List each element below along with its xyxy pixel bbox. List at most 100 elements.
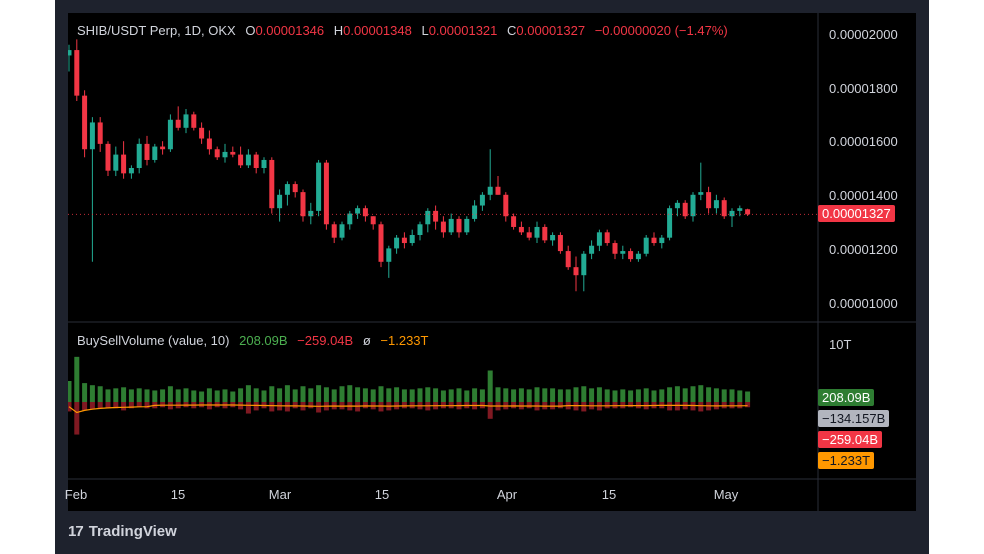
time-axis-label: 15 <box>374 487 390 502</box>
volume-buy-bar <box>581 386 587 402</box>
volume-sell-bar <box>308 402 314 409</box>
volume-buy-bar <box>706 387 712 402</box>
volume-buy-bar <box>74 356 80 402</box>
volume-sell-bar <box>362 402 368 409</box>
volume-buy-bar <box>495 387 501 402</box>
candle-body <box>121 154 127 174</box>
volume-sell-bar <box>121 402 127 411</box>
candle-body <box>222 151 228 158</box>
volume-sell-bar <box>89 402 95 410</box>
volume-sell-bar <box>729 402 735 409</box>
volume-buy-bar <box>277 388 283 402</box>
volume-buy-bar <box>511 389 517 402</box>
candle-body <box>97 122 103 144</box>
candle-body <box>542 226 548 241</box>
volume-buy-bar <box>729 389 735 402</box>
volume-buy-bar <box>604 389 610 402</box>
volume-buy-bar <box>160 389 166 402</box>
volume-buy-bar <box>550 388 556 402</box>
candle-body <box>277 194 283 209</box>
volume-sell-bar <box>745 402 751 408</box>
candle-body <box>214 149 220 158</box>
symbol-label[interactable]: SHIB/USDT Perp, 1D, OKX <box>77 23 236 38</box>
candle-body <box>604 232 610 244</box>
volume-buy-bar <box>245 385 251 402</box>
time-axis-label: Apr <box>496 487 518 502</box>
candle-body <box>518 226 524 233</box>
volume-buy-bar <box>643 388 649 402</box>
volume-buy-bar <box>323 387 329 402</box>
chart-area[interactable]: SHIB/USDT Perp, 1D, OKX O0.00001346 H0.0… <box>65 13 916 511</box>
volume-buy-bar <box>589 388 595 402</box>
time-axis-label: 15 <box>170 487 186 502</box>
volume-buy-bar <box>394 387 400 402</box>
volume-buy-bar <box>690 386 696 402</box>
volume-buy-bar <box>698 385 704 402</box>
volume-sell-bar <box>355 402 361 412</box>
candle-body <box>596 232 602 246</box>
volume-sell-bar <box>401 402 407 409</box>
open-value: 0.00001346 <box>255 23 325 38</box>
candle-body <box>425 210 431 225</box>
candle-body <box>175 119 181 128</box>
candle-body <box>643 237 649 254</box>
candle-body <box>503 194 509 217</box>
candle-body <box>355 208 361 214</box>
volume-buy-bar <box>721 389 727 402</box>
candle-body <box>526 232 532 238</box>
candle-body <box>729 210 735 217</box>
candle-body <box>331 224 337 238</box>
chart-canvas[interactable] <box>68 13 916 511</box>
candle-body <box>721 200 727 217</box>
volume-buy-bar <box>191 390 197 402</box>
candle-body <box>690 194 696 217</box>
volume-sell-bar <box>698 402 704 412</box>
time-axis-label: May <box>713 487 739 502</box>
volume-buy-bar <box>386 388 392 402</box>
volume-mid-badge: −134.157B <box>818 410 890 427</box>
price-axis-label: 0.00001800 <box>829 81 898 96</box>
volume-axis-label: 10T <box>829 337 852 352</box>
brand-name: TradingView <box>88 523 177 540</box>
time-axis-label: Mar <box>268 487 292 502</box>
volume-sell-bar <box>409 402 415 409</box>
volume-sell-badge: −259.04B <box>818 431 883 448</box>
candle-body <box>136 143 142 168</box>
volume-buy-bar <box>222 389 228 402</box>
volume-sell-bar <box>292 402 298 409</box>
volume-buy-bar <box>82 383 88 402</box>
volume-indicator-name[interactable]: BuySellVolume (value, 10) <box>77 333 230 348</box>
volume-buy-bar <box>472 388 478 402</box>
candle-body <box>300 192 306 217</box>
volume-buy-bar <box>362 388 368 402</box>
candle-body <box>292 184 298 193</box>
volume-sell-bar <box>105 402 111 409</box>
volume-buy-bar <box>401 389 407 402</box>
price-axis-label: 0.00001400 <box>829 188 898 203</box>
candle-body <box>589 245 595 254</box>
candle-body <box>152 146 158 160</box>
volume-buy-bar <box>144 389 150 402</box>
volume-sell-bar <box>581 402 587 412</box>
volume-buy-bar <box>503 388 509 402</box>
tradingview-brand[interactable]: 17 TradingView <box>68 523 177 540</box>
tradingview-logo-icon: 17 <box>68 523 84 540</box>
candle-body <box>74 50 80 96</box>
candle-body <box>82 95 88 150</box>
volume-buy-bar <box>542 388 548 402</box>
candle-body <box>534 226 540 238</box>
candle-body <box>238 154 244 166</box>
volume-buy-bar <box>667 387 673 402</box>
volume-buy-bar <box>269 386 275 402</box>
candle-body <box>183 114 189 128</box>
volume-buy-bar <box>378 386 384 402</box>
candle-body <box>144 143 150 160</box>
volume-buy-bar <box>175 389 181 402</box>
candle-body <box>401 237 407 244</box>
volume-symbol: ø <box>362 333 371 348</box>
volume-ma-line <box>68 404 748 414</box>
volume-buy-bar <box>573 387 579 402</box>
volume-sell-bar <box>557 402 563 409</box>
close-value: 0.00001327 <box>516 23 586 38</box>
volume-buy-bar <box>534 387 540 402</box>
